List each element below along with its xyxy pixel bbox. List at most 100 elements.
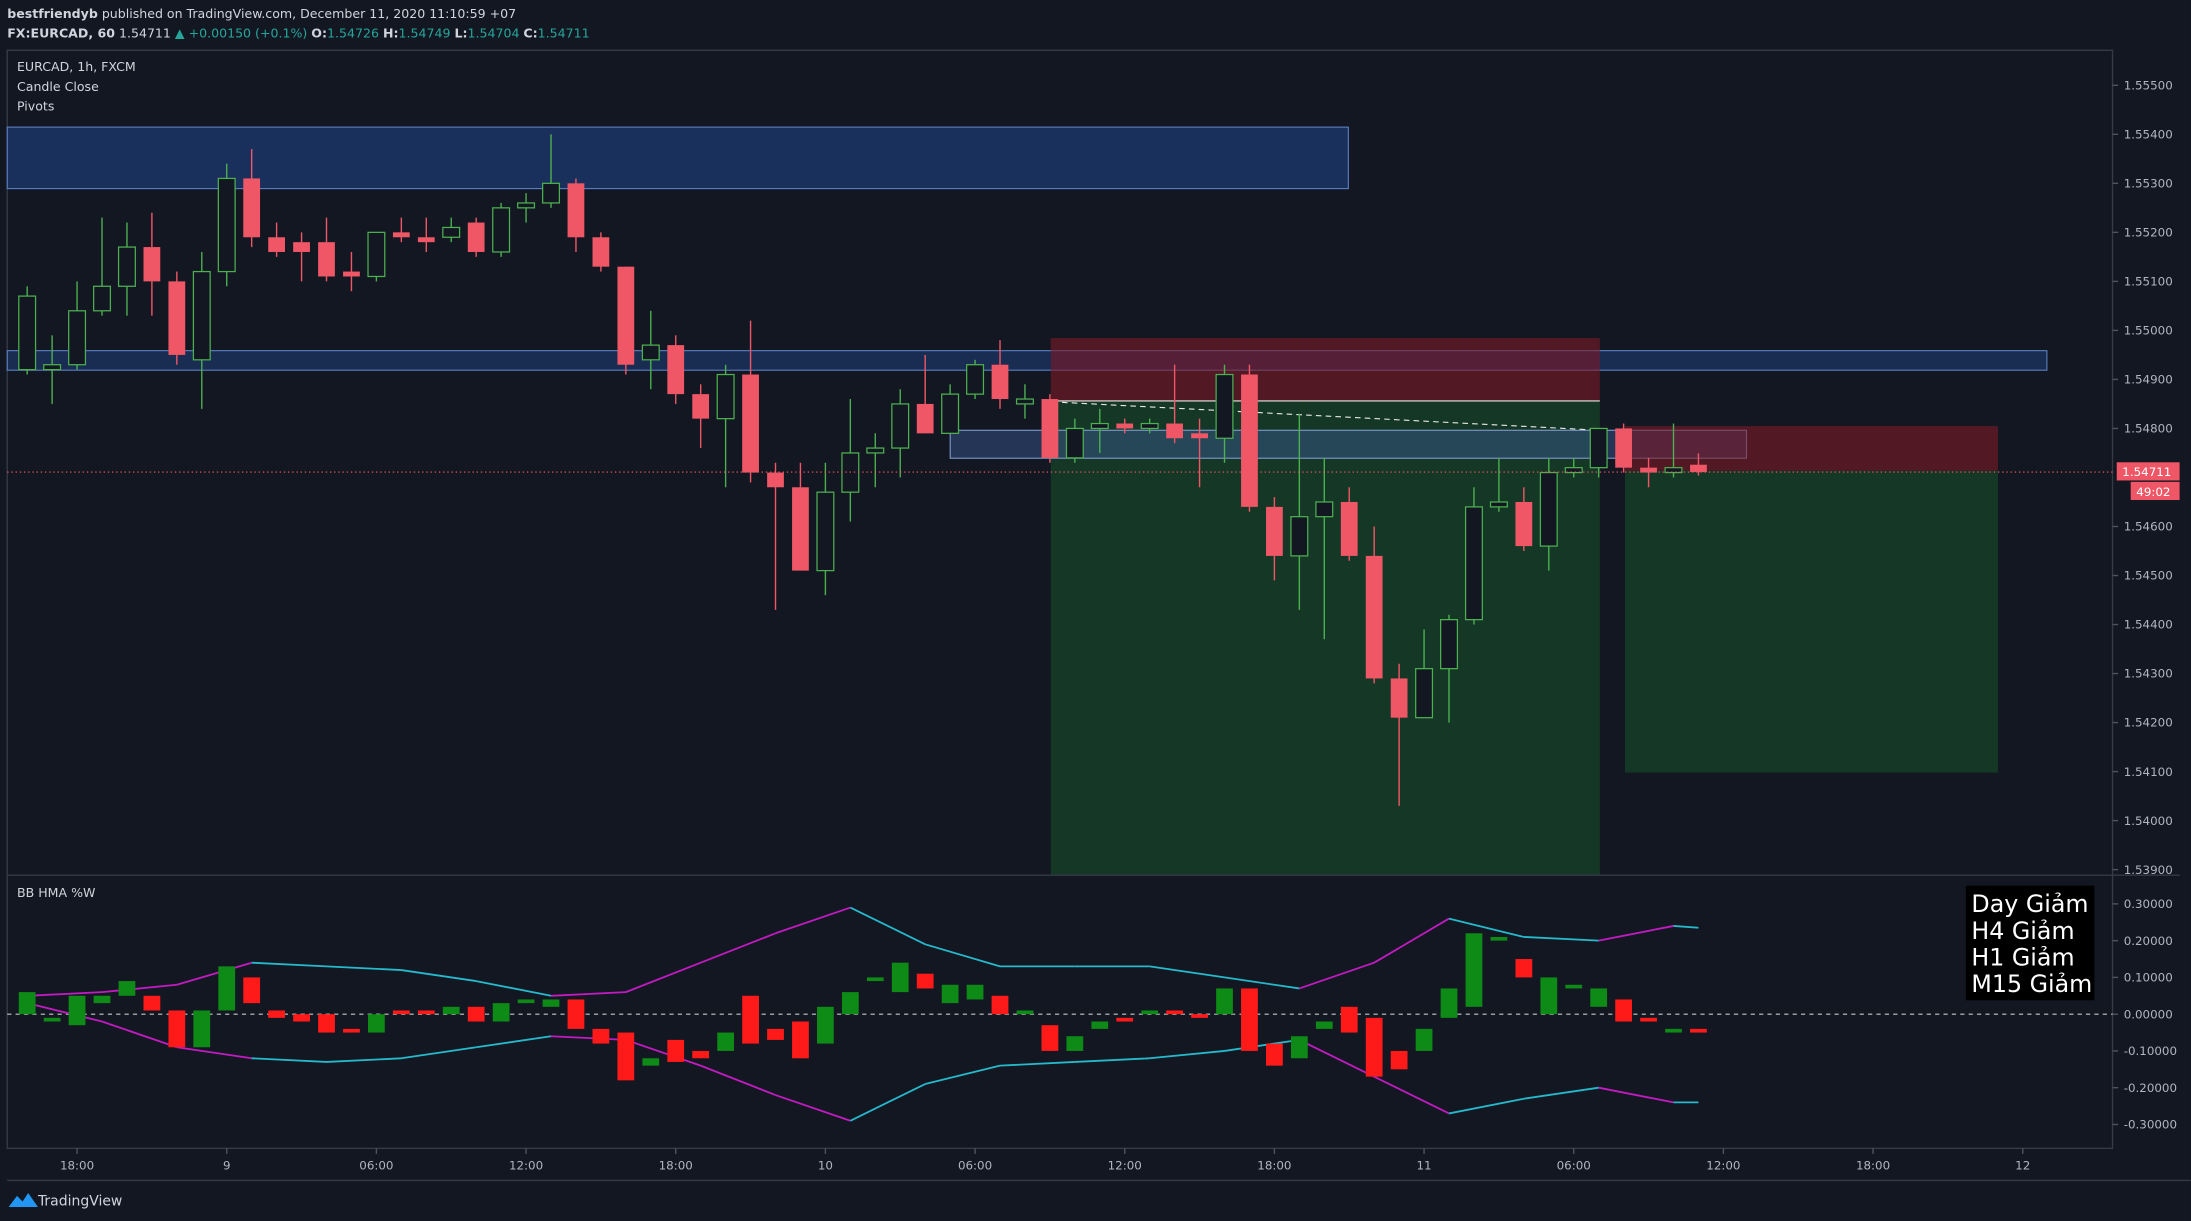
candle-body — [1290, 516, 1309, 557]
legend-title: EURCAD, 1h, FXCM — [17, 59, 136, 74]
candle-body — [218, 966, 236, 1011]
candle-body — [891, 962, 909, 993]
candle-body — [143, 247, 161, 282]
y-tick-label: 0.00000 — [2124, 1007, 2173, 1021]
candle-body — [1490, 936, 1508, 941]
candle-body — [866, 977, 884, 982]
y-tick-label: 1.54600 — [2124, 520, 2173, 534]
o: 1.54726 — [327, 26, 379, 41]
y-tick-label: -0.10000 — [2124, 1044, 2177, 1058]
h-label: H: — [383, 26, 399, 41]
candle-body — [542, 999, 560, 1007]
candle-body — [1241, 988, 1258, 1051]
candle-body — [1066, 1036, 1084, 1051]
signal: H4 Giảm — [1971, 917, 2074, 945]
candle-body — [1415, 668, 1434, 719]
candle-body — [1116, 423, 1134, 429]
candle-body — [318, 1014, 335, 1033]
candle-body — [792, 487, 809, 571]
band-segment — [550, 1035, 626, 1041]
band-segment — [1598, 925, 1674, 942]
band-segment — [1373, 917, 1450, 964]
o-label: O: — [311, 26, 327, 41]
candle-body — [717, 1032, 735, 1051]
candle-body — [1091, 1021, 1109, 1029]
x-tick-label: 12:00 — [509, 1158, 543, 1172]
y-tick-label: 1.55300 — [2124, 177, 2173, 191]
candle-body — [742, 374, 759, 473]
candle-body — [43, 1017, 61, 1022]
candle-body — [1640, 1017, 1657, 1022]
band-segment — [924, 1064, 1001, 1085]
candle-body — [68, 995, 86, 1026]
y-tick-label: -0.20000 — [2124, 1081, 2177, 1095]
y-tick-label: 1.54500 — [2124, 569, 2173, 583]
candle-body — [1590, 988, 1608, 1007]
y-tick-label: 1.54400 — [2124, 618, 2173, 632]
change: ▲ +0.00150 (+0.1%) — [175, 26, 307, 41]
candle-body — [592, 1028, 610, 1044]
last-price-label: 1.54711 — [2122, 465, 2171, 479]
band-segment — [1224, 1039, 1300, 1052]
x-tick-label: 12 — [2015, 1158, 2030, 1172]
band-segment — [26, 1002, 103, 1023]
x-tick-label: 18:00 — [659, 1158, 693, 1172]
y-tick-label: 0.30000 — [2124, 897, 2173, 911]
band-segment — [326, 965, 402, 971]
x-tick-label: 06:00 — [1557, 1158, 1591, 1172]
candle-body — [217, 177, 236, 273]
x-tick-label: 06:00 — [359, 1158, 393, 1172]
band-segment — [176, 1046, 252, 1060]
published: published on TradingView.com, December 1… — [102, 6, 516, 21]
candle-body — [941, 393, 960, 434]
candle-body — [991, 995, 1009, 1015]
candle-body — [68, 310, 87, 366]
candle-body — [1664, 467, 1683, 474]
candle-body — [517, 202, 536, 209]
band-segment — [401, 1046, 477, 1060]
candle-body — [916, 973, 934, 989]
y-tick-label: 1.54800 — [2124, 422, 2173, 436]
candle-body — [118, 981, 136, 996]
candle-body — [93, 995, 111, 1004]
candle-body — [1116, 1017, 1134, 1022]
band-segment — [1448, 1097, 1525, 1115]
band-segment — [176, 961, 252, 986]
y-tick-label: 1.55000 — [2124, 324, 2173, 338]
band-segment — [401, 969, 477, 982]
y-tick-label: 1.54900 — [2124, 373, 2173, 387]
candle-body — [1665, 1028, 1682, 1033]
candle-body — [1515, 959, 1533, 978]
publish-line: bestfriendyb published on TradingView.co… — [7, 6, 516, 21]
band-segment — [101, 1020, 178, 1049]
x-tick-label: 18:00 — [1257, 1158, 1291, 1172]
candle-body — [442, 226, 461, 238]
candle-body — [541, 182, 561, 204]
l-label: L: — [454, 26, 467, 41]
band-segment — [775, 1094, 851, 1122]
stop-zone — [1624, 426, 1998, 471]
candle-body — [716, 373, 735, 420]
candle-body — [1215, 373, 1234, 439]
candle-body — [592, 237, 610, 267]
y-tick-label: 1.54000 — [2124, 814, 2173, 828]
band-segment — [1298, 1039, 1375, 1078]
candle-body — [816, 491, 835, 572]
candle-body — [767, 472, 784, 488]
candle-body — [1065, 427, 1084, 459]
candle-body — [1690, 1028, 1707, 1033]
candle-body — [467, 222, 485, 252]
candle-body — [168, 281, 186, 355]
legend-item: Pivots — [17, 98, 54, 113]
band-segment — [1373, 1075, 1450, 1115]
candle-body — [692, 1050, 710, 1059]
footer-brand: TradingView — [37, 1194, 122, 1210]
candle-body — [18, 295, 37, 371]
zone — [6, 350, 2048, 371]
band-segment — [1224, 976, 1300, 990]
candle-body — [1290, 1036, 1308, 1059]
candle-body — [268, 237, 286, 252]
band-segment — [1523, 936, 1599, 942]
candle-body — [891, 403, 910, 449]
